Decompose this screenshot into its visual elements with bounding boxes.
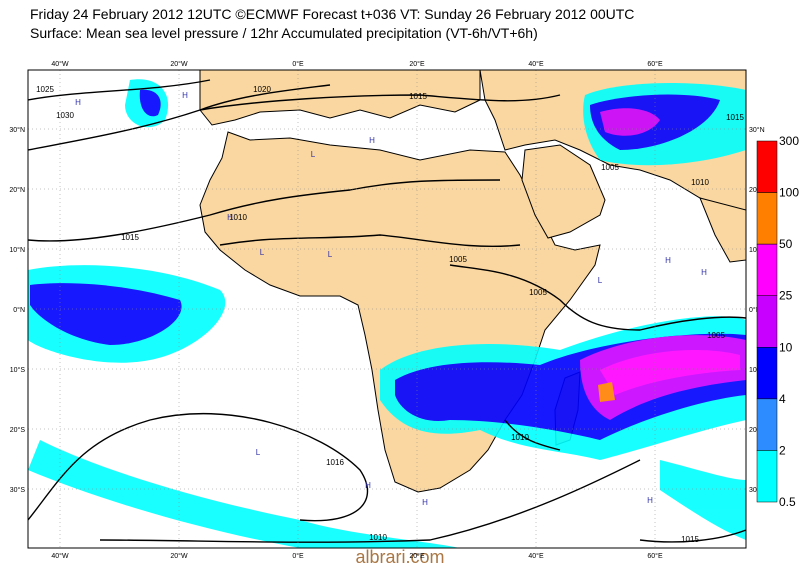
lon-label: 60°E	[647, 552, 663, 560]
isobar-label: 1010	[511, 433, 529, 442]
pressure-center: L	[328, 250, 333, 259]
isobar-label: 1010	[369, 533, 387, 542]
map-content	[28, 70, 746, 548]
isobar-label: 1015	[681, 535, 699, 544]
lat-label: 30°N	[749, 126, 765, 134]
isobar-label: 1020	[253, 85, 271, 94]
colorbar-label: 4	[779, 392, 786, 406]
pressure-center: H	[647, 496, 653, 505]
isobar-label: 1005	[529, 288, 547, 297]
map-frame	[27, 69, 747, 549]
watermark: albrari.com	[355, 547, 444, 567]
lon-label: 20°W	[170, 552, 188, 560]
colorbar-label: 2	[779, 443, 786, 457]
pressure-center: H	[665, 256, 671, 265]
colorbar-swatch	[756, 192, 778, 245]
india	[699, 197, 746, 263]
lat-label: 30°N	[9, 126, 25, 134]
isobar-label: 1030	[56, 111, 74, 120]
colorbar-swatch	[756, 347, 778, 400]
lon-label: 60°E	[647, 60, 663, 68]
lon-label: 0°E	[292, 552, 304, 560]
colorbar-label: 300	[779, 134, 799, 148]
isobar-label: 1025	[36, 85, 54, 94]
lat-label: 10°N	[9, 246, 25, 254]
lat-label: 20°S	[10, 426, 26, 434]
arabia	[521, 144, 606, 239]
lon-label: 40°W	[51, 60, 69, 68]
isobar-label: 1015	[409, 92, 427, 101]
isobar-label: 1005	[707, 331, 725, 340]
lon-label: 20°E	[409, 552, 425, 560]
pressure-center: H	[701, 268, 707, 277]
pressure-center: H	[369, 136, 375, 145]
colorbar-label: 50	[779, 237, 793, 251]
lat-label: 0°N	[13, 306, 25, 314]
precipitation	[28, 79, 746, 548]
colorbar-swatch	[756, 140, 778, 193]
isobars	[28, 79, 746, 543]
isobar-label: 1015	[121, 233, 139, 242]
colorbar-label: 0.5	[779, 495, 796, 509]
lon-label: 0°E	[292, 60, 304, 68]
pressure-center: L	[260, 248, 265, 257]
isobar-label: 1015	[726, 113, 744, 122]
colorbar-swatch	[756, 295, 778, 348]
pressure-center: H	[227, 213, 233, 222]
colorbar-label: 10	[779, 340, 793, 354]
isobar-label: 1005	[449, 255, 467, 264]
colorbar-label: 100	[779, 186, 799, 200]
pressure-center: L	[598, 276, 603, 285]
lat-label: 20°N	[9, 186, 25, 194]
lat-label: 30°S	[10, 486, 26, 494]
pressure-center: H	[422, 498, 428, 507]
pressure-center: L	[311, 150, 316, 159]
title: Friday 24 February 2012 12UTC ©ECMWF For…	[30, 6, 635, 22]
lon-label: 20°E	[409, 60, 425, 68]
isobar-label: 1010	[691, 178, 709, 187]
isobar-label: 1016	[326, 458, 344, 467]
colorbar-swatch	[756, 243, 778, 296]
isobar-label: 1010	[229, 213, 247, 222]
pressure-center: H	[75, 98, 81, 107]
colorbar-swatch	[756, 398, 778, 451]
lon-label: 40°E	[528, 60, 544, 68]
pressure-center: L	[256, 448, 261, 457]
lon-label: 40°W	[51, 552, 69, 560]
pressure-center: H	[182, 91, 188, 100]
pressure-center: H	[365, 481, 371, 490]
lat-label: 0°N	[749, 306, 761, 314]
colorbar-swatch	[756, 450, 778, 503]
isobar-label: 1005	[601, 163, 619, 172]
lat-label: 10°S	[10, 366, 26, 374]
colorbar-label: 25	[779, 289, 793, 303]
lon-label: 20°W	[170, 60, 188, 68]
lon-label: 40°E	[528, 552, 544, 560]
subtitle: Surface: Mean sea level pressure / 12hr …	[30, 25, 538, 41]
